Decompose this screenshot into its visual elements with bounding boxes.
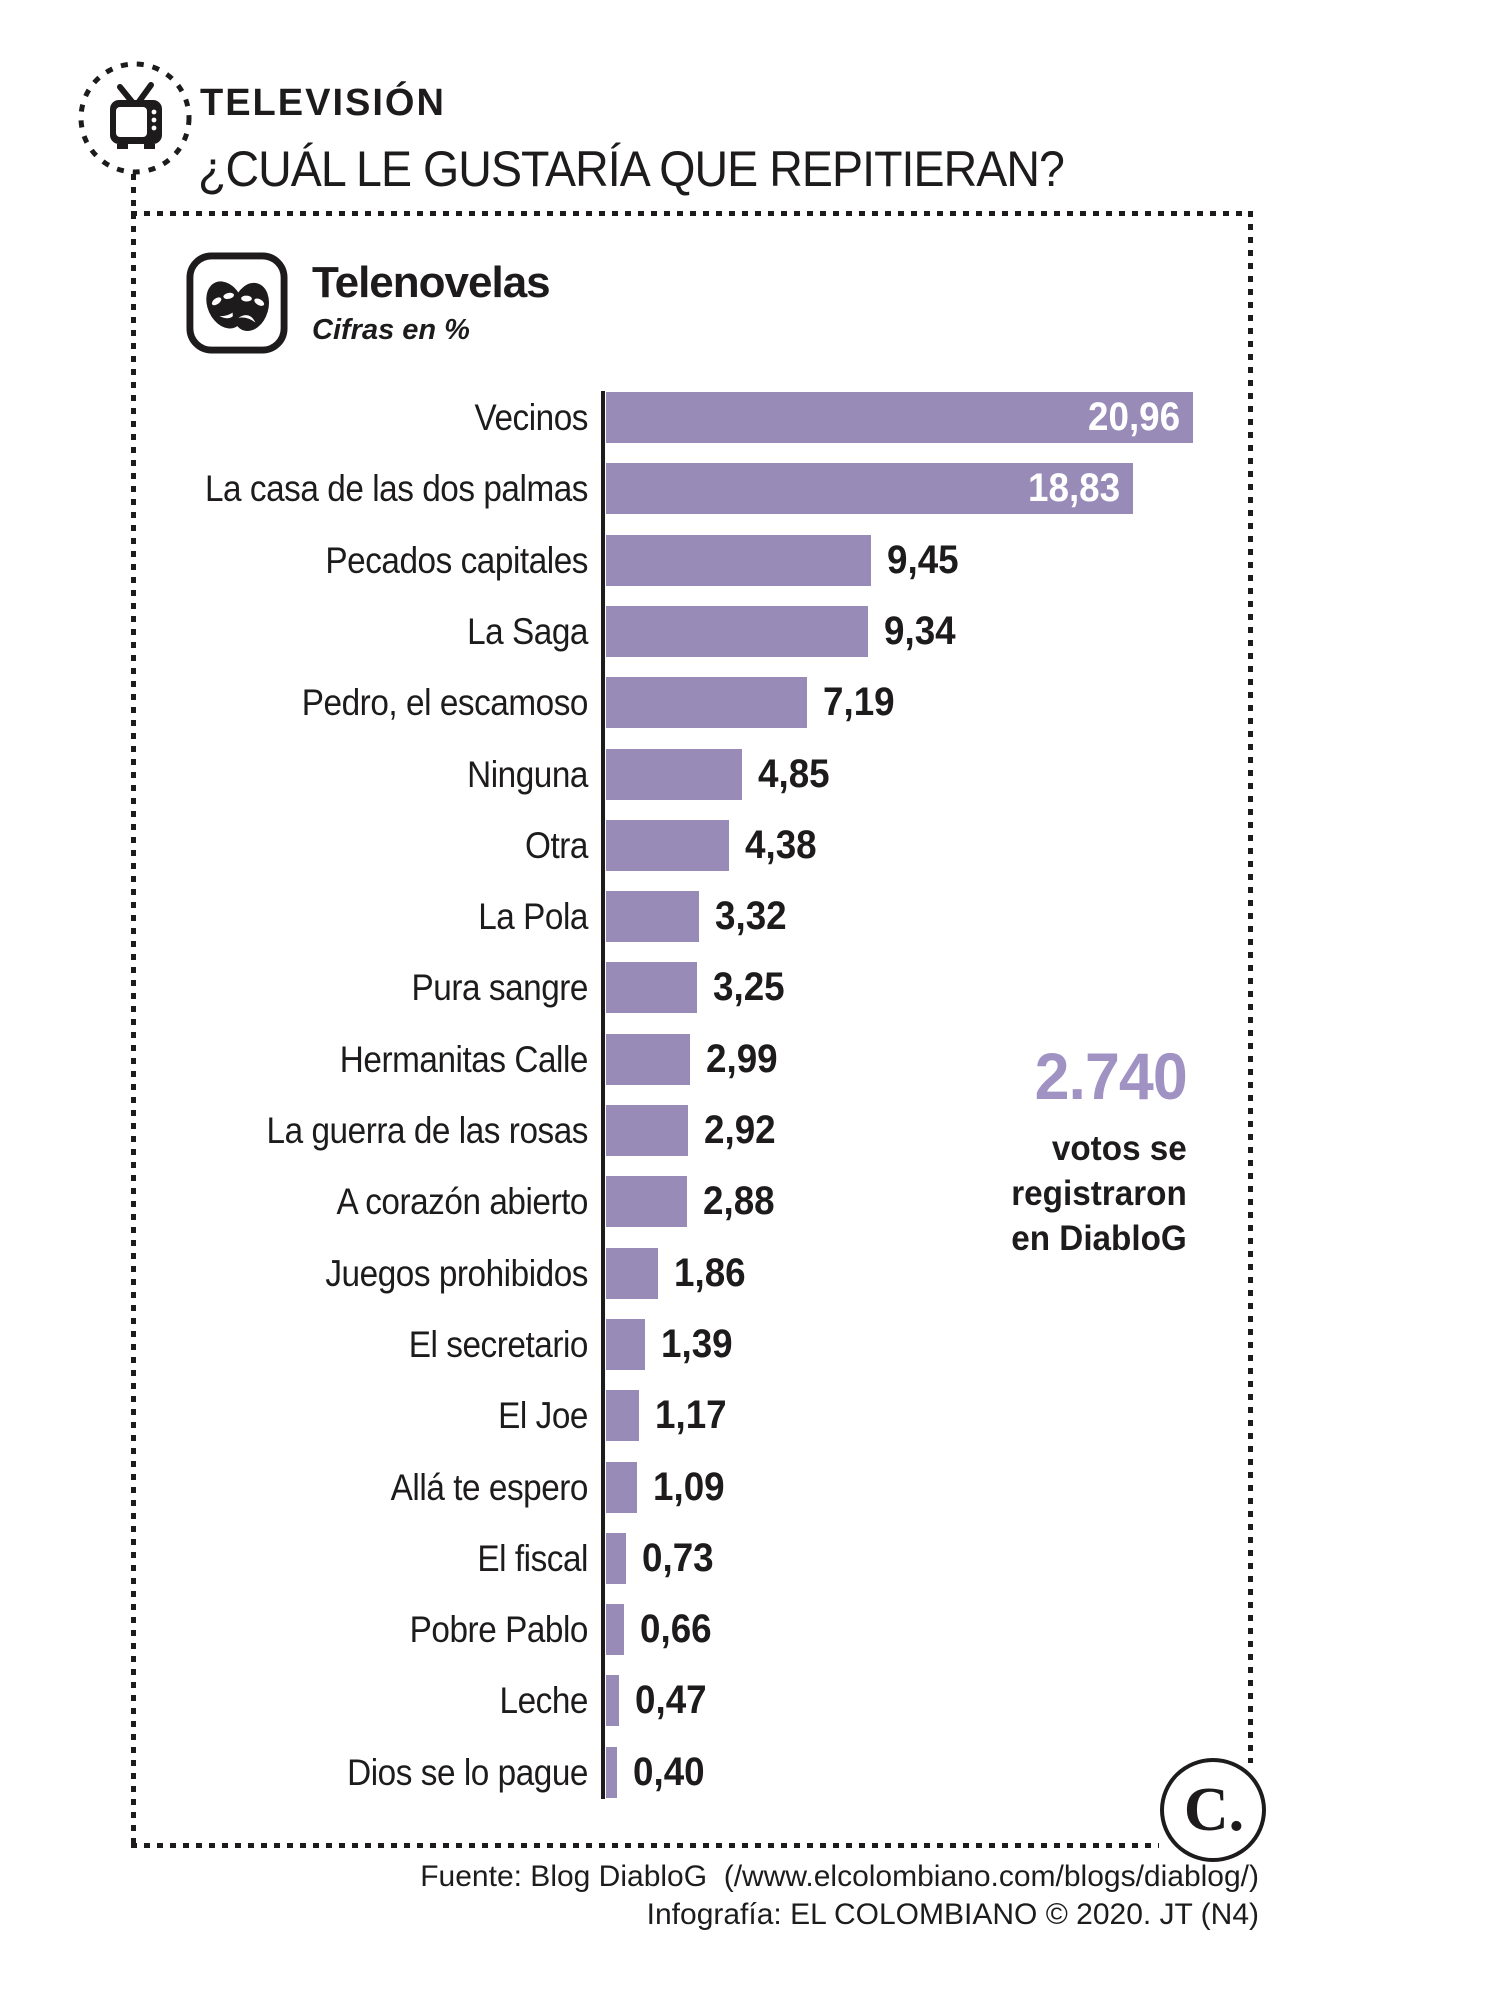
tv-icon — [78, 61, 192, 175]
bar — [606, 1319, 645, 1370]
chart-axis — [601, 391, 605, 1799]
bar-value: 4,85 — [758, 752, 830, 796]
bar-value: 0,40 — [633, 1750, 705, 1794]
bar-label: La Saga — [467, 611, 588, 652]
bar-value: 2,99 — [706, 1037, 778, 1081]
votes-caption-line: votos se — [1052, 1129, 1187, 1168]
bar — [606, 1747, 617, 1798]
bar — [606, 1462, 637, 1513]
bar-label: El secretario — [408, 1324, 589, 1365]
votes-number: 2.740 — [1034, 1039, 1188, 1113]
frame-edge-right — [1248, 211, 1253, 1763]
bar-label: La guerra de las rosas — [266, 1110, 589, 1151]
votes-caption: votos se registraron en DiabloG — [1002, 1126, 1187, 1261]
bar — [606, 1390, 639, 1441]
votes-callout: 2.740 votos se registraron en DiabloG — [1002, 1038, 1187, 1261]
bar-label: Pecados capitales — [325, 540, 588, 581]
bar — [606, 606, 868, 657]
bar-label: Juegos prohibidos — [325, 1253, 588, 1294]
bar-value: 2,92 — [704, 1108, 776, 1152]
bar-label: La casa de las dos palmas — [204, 468, 588, 509]
bar-value: 0,47 — [635, 1678, 707, 1722]
bar — [606, 1533, 626, 1584]
bar — [606, 677, 807, 728]
bar — [606, 1034, 690, 1085]
tv-badge — [75, 58, 195, 178]
bar-label: Dios se lo pague — [347, 1752, 588, 1793]
bar-value: 18,83 — [1027, 466, 1120, 510]
bar: 18,83 — [606, 463, 1133, 514]
footer: Fuente: Blog DiabloG (/www.elcolombiano.… — [420, 1858, 1259, 1934]
credit-line: Infografía: EL COLOMBIANO © 2020. JT (N4… — [646, 1898, 1259, 1931]
bar-label: Pedro, el escamoso — [301, 682, 589, 723]
bar-label: A corazón abierto — [336, 1181, 588, 1222]
bar-label: Hermanitas Calle — [339, 1039, 589, 1080]
bar — [606, 749, 742, 800]
bar-label: Pobre Pablo — [409, 1609, 589, 1650]
bar-label: Allá te espero — [390, 1467, 589, 1508]
bar-label: Vecinos — [474, 397, 589, 438]
bar-label: Pura sangre — [411, 967, 589, 1008]
bar — [606, 820, 729, 871]
section-subtitle: Cifras en % — [312, 314, 470, 346]
votes-caption-line: en DiabloG — [1011, 1219, 1187, 1258]
bar-value: 4,38 — [745, 823, 817, 867]
bar — [606, 1176, 687, 1227]
section-icon — [186, 252, 288, 354]
bar-label: El fiscal — [477, 1538, 588, 1579]
bar-value: 1,09 — [653, 1465, 725, 1509]
votes-caption-line: registraron — [1011, 1174, 1187, 1213]
bar-value: 1,17 — [655, 1393, 727, 1437]
bar-label: Leche — [499, 1680, 589, 1721]
frame-edge-bottom — [131, 1843, 1159, 1848]
frame-edge-left — [131, 174, 136, 1848]
theater-masks-icon — [186, 252, 288, 354]
bar-value: 1,86 — [674, 1251, 746, 1295]
section-title: Telenovelas — [312, 258, 551, 307]
bar-label: El Joe — [498, 1395, 588, 1436]
bar — [606, 1105, 688, 1156]
bar-value: 3,32 — [715, 894, 787, 938]
bar — [606, 1675, 619, 1726]
bar-label: La Pola — [478, 896, 588, 937]
bar — [606, 1604, 624, 1655]
source-line: Fuente: Blog DiabloG (/www.elcolombiano.… — [420, 1860, 1259, 1893]
bar-value: 9,34 — [884, 609, 956, 653]
bar — [606, 962, 697, 1013]
el-colombiano-logo: C. — [1160, 1758, 1266, 1862]
bar-value: 0,66 — [640, 1607, 712, 1651]
bar: 20,96 — [606, 392, 1193, 443]
bar-value: 20,96 — [1087, 395, 1180, 439]
bar-label: Ninguna — [467, 754, 588, 795]
bar-value: 9,45 — [887, 538, 959, 582]
bar-value: 1,39 — [661, 1322, 733, 1366]
page-title: ¿CUÁL LE GUSTARÍA QUE REPITIERAN? — [198, 141, 1065, 197]
bar — [606, 535, 871, 586]
kicker: TELEVISIÓN — [200, 82, 446, 124]
bar-value: 2,88 — [703, 1179, 775, 1223]
bar-value: 3,25 — [713, 965, 785, 1009]
bar-value: 7,19 — [823, 680, 895, 724]
frame-edge-top — [131, 211, 1253, 216]
bar — [606, 1248, 658, 1299]
bar-value: 0,73 — [642, 1536, 714, 1580]
logo-letter: C. — [1183, 1775, 1245, 1844]
bar — [606, 891, 699, 942]
bar-label: Otra — [525, 825, 588, 866]
